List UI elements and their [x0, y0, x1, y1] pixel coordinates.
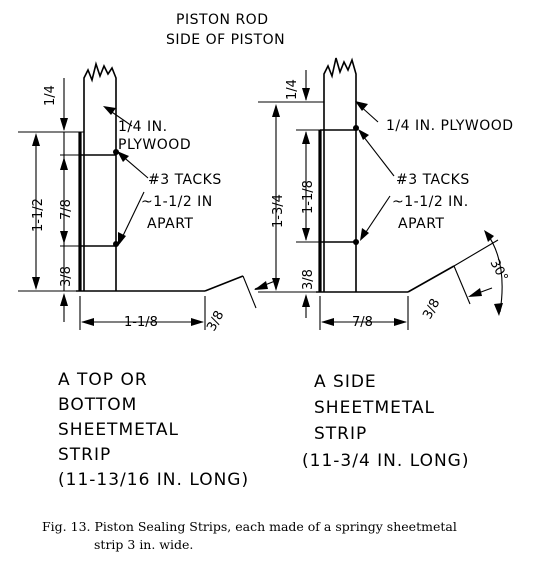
left-tack-bottom: [113, 241, 119, 247]
left-dim-total: 1-1/2: [31, 198, 46, 232]
left-dim-spacing-arrow-bottom: [60, 231, 68, 244]
right-dim-spacing-arrow-bottom: [302, 228, 310, 241]
right-angle-ref-line: [453, 239, 499, 267]
left-sheetmetal-lip: [204, 275, 244, 292]
left-dim-spacing-arrow-top: [60, 157, 68, 170]
right-label-plywood: 1/4 IN. PLYWOOD: [386, 118, 514, 134]
left-dim-lip-arrow: [254, 281, 268, 290]
right-dim-total: 1-3/4: [271, 194, 286, 228]
left-dim-bottom-arrow: [60, 293, 68, 306]
left-label-tacks-3: APART: [147, 216, 193, 232]
right-dim-lip-arrow: [468, 288, 482, 297]
right-title-2: SHEETMETAL: [314, 398, 435, 418]
right-dim-flange-arrow-left: [321, 318, 334, 326]
left-label-plywood-1: 1/4 IN.: [118, 119, 168, 135]
left-leader-tacks-2-arrow: [118, 232, 126, 246]
right-tack-top: [353, 125, 359, 131]
right-dim-top: 1/4: [285, 79, 300, 100]
left-tack-top: [113, 149, 119, 155]
right-title-4: (11-3/4 IN. LONG): [302, 451, 469, 471]
right-leader-tacks-2-arrow: [360, 228, 369, 241]
right-dim-bottom: 3/8: [301, 269, 316, 290]
left-label-tacks-1: #3 TACKS: [148, 172, 222, 188]
right-title-1: A SIDE: [314, 372, 377, 392]
right-leader-tacks-2: [361, 195, 391, 239]
left-dim-lip: 3/8: [204, 308, 227, 334]
left-title-4: STRIP: [58, 445, 111, 465]
left-title-1: A TOP OR: [58, 370, 148, 390]
left-dim-flange-arrow-right: [191, 318, 204, 326]
header-line-2: SIDE OF PISTON: [166, 32, 285, 48]
left-dim-top: 1/4: [43, 85, 58, 106]
figure-caption-line-2: strip 3 in. wide.: [94, 537, 193, 552]
left-strip-drawing: [18, 61, 276, 330]
right-dim-bottom-arrow: [302, 294, 310, 307]
right-dim-flange: 7/8: [352, 315, 373, 330]
left-title-2: BOTTOM: [58, 395, 137, 415]
right-dim-flange-arrow-right: [394, 318, 407, 326]
right-strip-drawing: [258, 57, 503, 330]
left-title-5: (11-13/16 IN. LONG): [58, 470, 249, 490]
left-dim-flange-arrow-left: [81, 318, 94, 326]
right-leader-tacks-1-arrow: [358, 129, 369, 140]
right-label-tacks-1: #3 TACKS: [396, 172, 470, 188]
left-dim-total-arrow-top: [32, 133, 40, 146]
right-dim-lip: 3/8: [420, 296, 443, 322]
right-dim-spacing-arrow-top: [302, 131, 310, 144]
right-dim-lip-ext: [453, 265, 471, 305]
right-dim-total-arrow-bottom: [272, 278, 280, 291]
header-line-1: PISTON ROD: [176, 12, 268, 28]
right-dim-top-arrow: [302, 88, 310, 101]
right-leader-plywood-arrow: [355, 101, 368, 111]
left-label-tacks-2: ~1-1/2 IN: [141, 194, 213, 210]
right-label-tacks-2: ~1-1/2 IN.: [392, 194, 469, 210]
left-dim-flange: 1-1/8: [124, 315, 158, 330]
left-leader-tacks-1-arrow: [117, 151, 129, 162]
figure-caption-line-1: Fig. 13. Piston Sealing Strips, each mad…: [42, 519, 457, 534]
left-dim-lip-ext: [242, 275, 257, 309]
right-dim-spacing: 1-1/8: [301, 180, 316, 214]
left-label-plywood-2: PLYWOOD: [118, 137, 191, 153]
left-title-3: SHEETMETAL: [58, 420, 179, 440]
right-leader-tacks-1: [359, 131, 395, 177]
left-dim-total-arrow-bottom: [32, 277, 40, 290]
right-label-tacks-3: APART: [398, 216, 444, 232]
right-tack-bottom: [353, 239, 359, 245]
left-plywood-board: [83, 61, 117, 291]
right-angle-arrow-top: [484, 230, 494, 242]
right-angle-arrow-bottom: [494, 303, 503, 316]
left-dim-bottom: 3/8: [59, 266, 74, 287]
right-dim-total-arrow-top: [272, 104, 280, 117]
left-leader-tacks-2: [119, 191, 145, 243]
right-sheetmetal-lip: [407, 265, 455, 293]
left-dim-top-arrow: [60, 118, 68, 131]
right-plywood-board: [323, 57, 357, 292]
right-title-3: STRIP: [314, 424, 367, 444]
left-leader-plywood-arrow: [103, 106, 116, 115]
left-dim-spacing: 7/8: [59, 199, 74, 220]
right-dim-angle: 30°: [486, 257, 510, 284]
